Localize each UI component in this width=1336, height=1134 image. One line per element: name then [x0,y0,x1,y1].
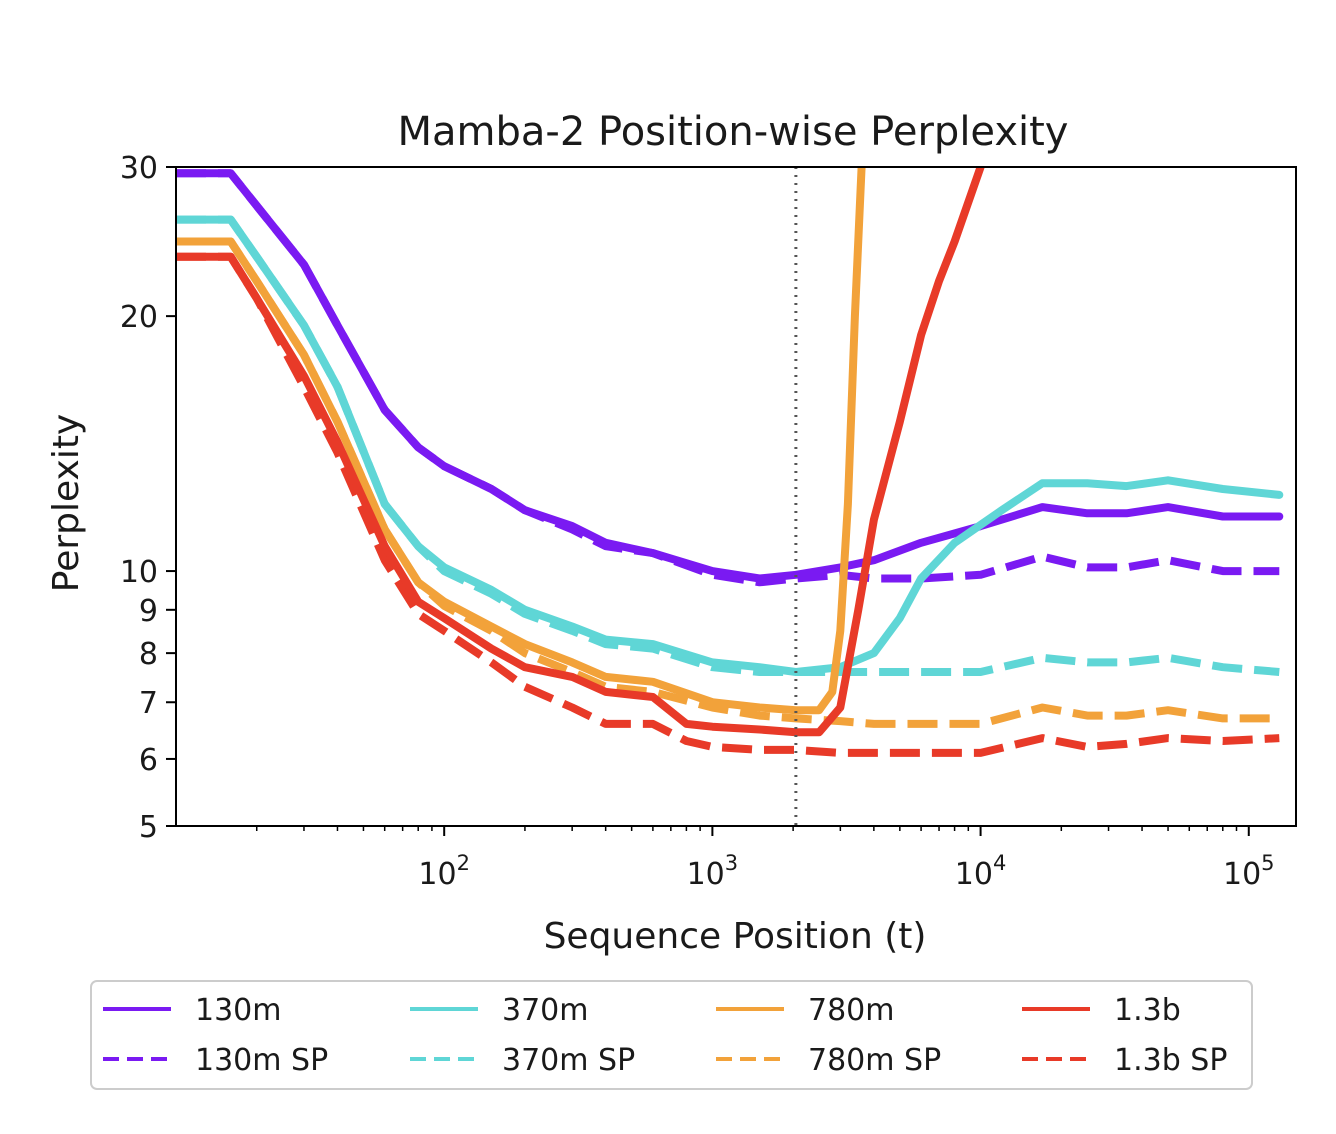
legend: 130m 370m 780m 1.3b 130m SP 370m SP 780m SP 1.3… [90,980,1253,1090]
legend-label: 780m [808,993,894,1028]
series-line-780m-sp [176,237,1280,728]
y-tick-label: 7 [139,686,158,721]
legend-label: 1.3b SP [1114,1043,1227,1078]
plot-frame [175,166,1297,827]
chart-title: Mamba-2 Position-wise Perplexity [398,109,1069,155]
y-tick-label: 10 [120,555,158,590]
series-line-1-3b-sp [176,252,1280,757]
y-tick-label: 5 [139,810,158,845]
y-tick-label: 8 [139,637,158,672]
x-tick-label: 103 [687,851,739,892]
y-tick-label: 9 [139,594,158,629]
x-tick-label: 105 [1223,851,1275,892]
legend-box [90,980,1253,1090]
series-line-130m-sp [176,169,1280,587]
series-line-130m [176,169,1284,583]
legend-label: 780m SP [808,1043,941,1078]
x-tick-label: 104 [955,851,1007,892]
y-axis-label: Perplexity [46,414,87,592]
x-tick-label: 102 [418,851,470,892]
legend-label: 130m SP [195,1043,328,1078]
y-axis-ticks: 5 6 7 8 9 10 20 30 [120,151,176,845]
series-line-370m [176,215,1284,676]
y-tick-label: 6 [139,743,158,778]
legend-label: 370m [502,993,588,1028]
series-line-1-3b [176,167,985,737]
y-tick-label: 30 [120,151,158,186]
legend-label: 1.3b [1114,993,1181,1028]
x-axis-label: Sequence Position (t) [544,916,927,957]
y-tick-label: 20 [120,300,158,335]
series-line-780m [176,167,866,715]
series-layer [176,167,1284,757]
legend-label: 370m SP [502,1043,635,1078]
legend-label: 130m [195,993,281,1028]
x-axis-ticks: 102 103 104 105 [255,826,1275,892]
